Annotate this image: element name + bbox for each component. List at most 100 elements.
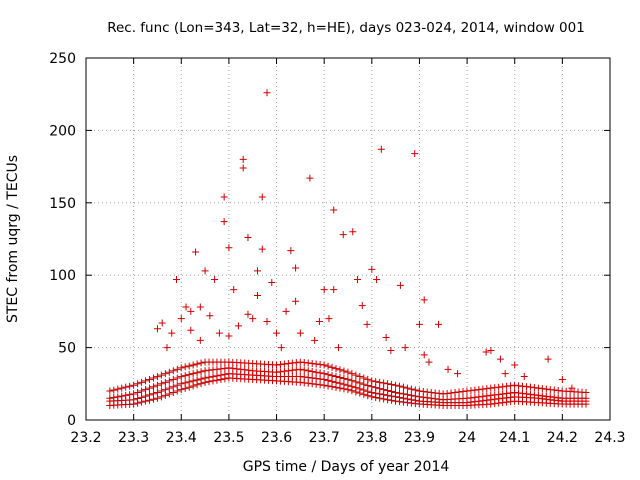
data-point	[196, 303, 204, 311]
data-point	[339, 231, 347, 239]
data-point	[134, 395, 142, 403]
data-point	[306, 174, 314, 182]
data-point	[354, 276, 362, 284]
data-point	[340, 367, 348, 375]
data-point	[348, 370, 356, 378]
y-tick-label: 200	[49, 123, 76, 139]
data-point	[122, 391, 130, 399]
data-point	[368, 377, 376, 385]
data-point	[356, 379, 364, 387]
data-point	[114, 385, 122, 393]
data-point	[296, 365, 304, 373]
x-axis-label: GPS time / Days of year 2014	[243, 459, 450, 475]
x-tick-label: 24.3	[594, 430, 625, 446]
data-point	[399, 390, 407, 398]
data-point	[173, 365, 181, 373]
data-point	[384, 380, 392, 388]
data-point	[388, 387, 396, 395]
data-point	[173, 276, 181, 284]
data-point	[395, 389, 403, 397]
data-point	[185, 378, 193, 386]
data-point	[373, 276, 381, 284]
data-point	[380, 386, 388, 394]
data-point	[340, 374, 348, 382]
data-point	[158, 319, 166, 327]
data-point	[403, 384, 411, 392]
data-point	[239, 155, 247, 163]
data-point	[253, 267, 261, 275]
data-points	[106, 89, 590, 410]
data-point	[221, 370, 229, 378]
data-point	[138, 387, 146, 395]
data-point	[145, 391, 153, 399]
data-point	[411, 150, 419, 158]
data-point	[161, 370, 169, 378]
data-point	[157, 380, 165, 388]
y-tick-label: 0	[67, 413, 76, 429]
data-point	[382, 333, 390, 341]
data-point	[181, 372, 189, 380]
data-point	[401, 344, 409, 352]
data-point	[189, 361, 197, 369]
data-point	[149, 374, 157, 382]
data-point	[263, 318, 271, 326]
data-point	[253, 291, 261, 299]
data-point	[376, 378, 384, 386]
data-point	[454, 370, 462, 378]
data-point	[520, 373, 528, 381]
data-point	[425, 358, 433, 366]
data-point	[110, 394, 118, 402]
data-point	[312, 368, 320, 376]
data-point	[234, 322, 242, 330]
data-point	[352, 378, 360, 386]
data-point	[487, 346, 495, 354]
data-point	[165, 368, 173, 376]
data-point	[315, 318, 323, 326]
data-point	[134, 380, 142, 388]
data-point	[482, 348, 490, 356]
data-point	[165, 377, 173, 385]
data-point	[364, 381, 372, 389]
data-point	[193, 369, 201, 377]
x-tick-label: 24	[458, 430, 476, 446]
data-point	[352, 371, 360, 379]
data-point	[182, 303, 190, 311]
data-point	[220, 193, 228, 201]
data-point	[311, 336, 319, 344]
data-point	[189, 377, 197, 385]
data-point	[169, 375, 177, 383]
data-point	[145, 375, 153, 383]
data-point	[126, 382, 134, 390]
data-point	[122, 383, 130, 391]
data-point	[258, 245, 266, 253]
data-point	[330, 206, 338, 214]
data-point	[364, 375, 372, 383]
data-point	[206, 312, 214, 320]
data-point	[153, 373, 161, 381]
data-point	[396, 281, 404, 289]
data-point	[138, 393, 146, 401]
x-tick-label: 23.9	[404, 430, 435, 446]
data-point	[225, 244, 233, 252]
data-point	[185, 362, 193, 370]
x-tick-label: 24.1	[499, 430, 530, 446]
plot-frame	[85, 57, 611, 421]
x-tick-label: 23.7	[309, 430, 340, 446]
data-point	[211, 276, 219, 284]
data-point	[308, 367, 316, 375]
data-point	[169, 367, 177, 375]
data-point	[304, 367, 312, 375]
y-tick-label: 150	[49, 196, 76, 212]
x-tick-label: 23.6	[261, 430, 292, 446]
data-point	[511, 361, 519, 369]
data-point	[118, 384, 126, 392]
data-point	[177, 380, 185, 388]
data-point	[106, 387, 114, 395]
data-point	[320, 361, 328, 369]
data-point	[118, 392, 126, 400]
data-point	[209, 373, 217, 381]
data-point	[213, 372, 221, 380]
data-point	[411, 392, 419, 400]
y-tick-label: 100	[49, 268, 76, 284]
